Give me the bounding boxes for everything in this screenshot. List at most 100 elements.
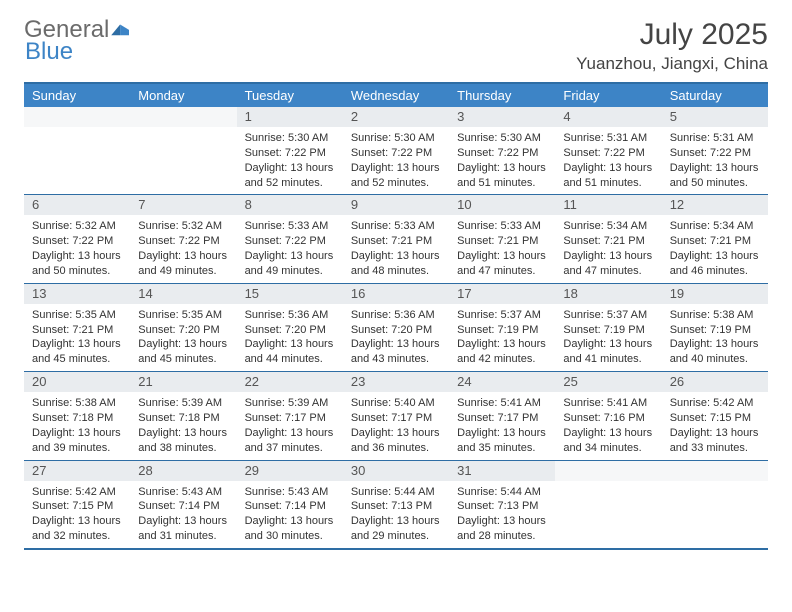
sunset-text: Sunset: 7:22 PM xyxy=(563,146,653,161)
sunset-text: Sunset: 7:20 PM xyxy=(351,323,441,338)
day-details: Sunrise: 5:41 AMSunset: 7:16 PMDaylight:… xyxy=(555,392,661,459)
day-details: Sunrise: 5:41 AMSunset: 7:17 PMDaylight:… xyxy=(449,392,555,459)
daylight-text: Daylight: 13 hours and 49 minutes. xyxy=(245,249,335,279)
day-details: Sunrise: 5:35 AMSunset: 7:20 PMDaylight:… xyxy=(130,304,236,371)
day-cell: 13Sunrise: 5:35 AMSunset: 7:21 PMDayligh… xyxy=(24,284,130,371)
daylight-text: Daylight: 13 hours and 36 minutes. xyxy=(351,426,441,456)
sunrise-text: Sunrise: 5:31 AM xyxy=(670,131,760,146)
day-number: 11 xyxy=(555,195,661,215)
day-cell: 26Sunrise: 5:42 AMSunset: 7:15 PMDayligh… xyxy=(662,372,768,459)
day-details: Sunrise: 5:30 AMSunset: 7:22 PMDaylight:… xyxy=(343,127,449,194)
sunrise-text: Sunrise: 5:44 AM xyxy=(457,485,547,500)
day-number: 14 xyxy=(130,284,236,304)
daylight-text: Daylight: 13 hours and 33 minutes. xyxy=(670,426,760,456)
daylight-text: Daylight: 13 hours and 44 minutes. xyxy=(245,337,335,367)
day-details: Sunrise: 5:40 AMSunset: 7:17 PMDaylight:… xyxy=(343,392,449,459)
day-number: 18 xyxy=(555,284,661,304)
sunrise-text: Sunrise: 5:44 AM xyxy=(351,485,441,500)
daylight-text: Daylight: 13 hours and 30 minutes. xyxy=(245,514,335,544)
daylight-text: Daylight: 13 hours and 48 minutes. xyxy=(351,249,441,279)
daylight-text: Daylight: 13 hours and 43 minutes. xyxy=(351,337,441,367)
day-header: Friday xyxy=(555,84,661,107)
day-cell: 30Sunrise: 5:44 AMSunset: 7:13 PMDayligh… xyxy=(343,461,449,548)
day-number: 12 xyxy=(662,195,768,215)
day-cell: 29Sunrise: 5:43 AMSunset: 7:14 PMDayligh… xyxy=(237,461,343,548)
sunset-text: Sunset: 7:22 PM xyxy=(32,234,122,249)
sunset-text: Sunset: 7:21 PM xyxy=(351,234,441,249)
week-row: 6Sunrise: 5:32 AMSunset: 7:22 PMDaylight… xyxy=(24,195,768,283)
day-cell: 10Sunrise: 5:33 AMSunset: 7:21 PMDayligh… xyxy=(449,195,555,282)
daylight-text: Daylight: 13 hours and 40 minutes. xyxy=(670,337,760,367)
day-details: Sunrise: 5:33 AMSunset: 7:21 PMDaylight:… xyxy=(449,215,555,282)
day-number: 23 xyxy=(343,372,449,392)
daylight-text: Daylight: 13 hours and 32 minutes. xyxy=(32,514,122,544)
logo-icon xyxy=(111,18,131,42)
daylight-text: Daylight: 13 hours and 35 minutes. xyxy=(457,426,547,456)
day-number xyxy=(24,107,130,127)
day-details: Sunrise: 5:31 AMSunset: 7:22 PMDaylight:… xyxy=(555,127,661,194)
sunrise-text: Sunrise: 5:33 AM xyxy=(351,219,441,234)
day-number: 24 xyxy=(449,372,555,392)
week-row: 20Sunrise: 5:38 AMSunset: 7:18 PMDayligh… xyxy=(24,372,768,460)
daylight-text: Daylight: 13 hours and 49 minutes. xyxy=(138,249,228,279)
day-cell: 6Sunrise: 5:32 AMSunset: 7:22 PMDaylight… xyxy=(24,195,130,282)
daylight-text: Daylight: 13 hours and 51 minutes. xyxy=(563,161,653,191)
day-details: Sunrise: 5:43 AMSunset: 7:14 PMDaylight:… xyxy=(237,481,343,548)
day-number: 6 xyxy=(24,195,130,215)
sunrise-text: Sunrise: 5:41 AM xyxy=(457,396,547,411)
location: Yuanzhou, Jiangxi, China xyxy=(576,54,768,74)
day-number: 10 xyxy=(449,195,555,215)
day-number: 17 xyxy=(449,284,555,304)
sunset-text: Sunset: 7:15 PM xyxy=(670,411,760,426)
day-cell xyxy=(662,461,768,548)
day-cell: 9Sunrise: 5:33 AMSunset: 7:21 PMDaylight… xyxy=(343,195,449,282)
day-cell: 5Sunrise: 5:31 AMSunset: 7:22 PMDaylight… xyxy=(662,107,768,194)
day-details: Sunrise: 5:36 AMSunset: 7:20 PMDaylight:… xyxy=(237,304,343,371)
day-header: Tuesday xyxy=(237,84,343,107)
sunset-text: Sunset: 7:15 PM xyxy=(32,499,122,514)
day-details: Sunrise: 5:33 AMSunset: 7:21 PMDaylight:… xyxy=(343,215,449,282)
day-cell: 24Sunrise: 5:41 AMSunset: 7:17 PMDayligh… xyxy=(449,372,555,459)
day-cell: 11Sunrise: 5:34 AMSunset: 7:21 PMDayligh… xyxy=(555,195,661,282)
sunset-text: Sunset: 7:14 PM xyxy=(245,499,335,514)
sunset-text: Sunset: 7:22 PM xyxy=(245,146,335,161)
daylight-text: Daylight: 13 hours and 52 minutes. xyxy=(245,161,335,191)
daylight-text: Daylight: 13 hours and 28 minutes. xyxy=(457,514,547,544)
day-details: Sunrise: 5:43 AMSunset: 7:14 PMDaylight:… xyxy=(130,481,236,548)
day-header-row: Sunday Monday Tuesday Wednesday Thursday… xyxy=(24,84,768,107)
daylight-text: Daylight: 13 hours and 34 minutes. xyxy=(563,426,653,456)
sunrise-text: Sunrise: 5:39 AM xyxy=(138,396,228,411)
day-header: Saturday xyxy=(662,84,768,107)
logo-text-2: Blue xyxy=(25,40,131,64)
sunset-text: Sunset: 7:21 PM xyxy=(563,234,653,249)
sunset-text: Sunset: 7:17 PM xyxy=(351,411,441,426)
day-number: 8 xyxy=(237,195,343,215)
day-details: Sunrise: 5:36 AMSunset: 7:20 PMDaylight:… xyxy=(343,304,449,371)
day-details: Sunrise: 5:42 AMSunset: 7:15 PMDaylight:… xyxy=(24,481,130,548)
sunrise-text: Sunrise: 5:43 AM xyxy=(138,485,228,500)
day-number: 20 xyxy=(24,372,130,392)
day-cell: 7 Sunrise: 5:32 AMSunset: 7:22 PMDaylight… xyxy=(130,195,236,282)
sunrise-text: Sunrise: 5:41 AM xyxy=(563,396,653,411)
week-row: 27Sunrise: 5:42 AMSunset: 7:15 PMDayligh… xyxy=(24,461,768,550)
day-cell: 25Sunrise: 5:41 AMSunset: 7:16 PMDayligh… xyxy=(555,372,661,459)
day-number: 7 xyxy=(130,195,236,215)
sunrise-text: Sunrise: 5:33 AM xyxy=(245,219,335,234)
sunset-text: Sunset: 7:22 PM xyxy=(138,234,228,249)
day-details xyxy=(130,127,236,194)
sunrise-text: Sunrise: 5:34 AM xyxy=(563,219,653,234)
day-number: 28 xyxy=(130,461,236,481)
day-details: Sunrise: 5:34 AMSunset: 7:21 PMDaylight:… xyxy=(662,215,768,282)
sunrise-text: Sunrise: 5:37 AM xyxy=(457,308,547,323)
daylight-text: Daylight: 13 hours and 41 minutes. xyxy=(563,337,653,367)
sunset-text: Sunset: 7:22 PM xyxy=(670,146,760,161)
day-number: 29 xyxy=(237,461,343,481)
day-cell: 16Sunrise: 5:36 AMSunset: 7:20 PMDayligh… xyxy=(343,284,449,371)
sunset-text: Sunset: 7:20 PM xyxy=(245,323,335,338)
day-number: 22 xyxy=(237,372,343,392)
sunrise-text: Sunrise: 5:32 AM xyxy=(138,219,228,234)
sunset-text: Sunset: 7:22 PM xyxy=(351,146,441,161)
sunrise-text: Sunrise: 5:37 AM xyxy=(563,308,653,323)
day-cell: 14Sunrise: 5:35 AMSunset: 7:20 PMDayligh… xyxy=(130,284,236,371)
day-cell xyxy=(24,107,130,194)
